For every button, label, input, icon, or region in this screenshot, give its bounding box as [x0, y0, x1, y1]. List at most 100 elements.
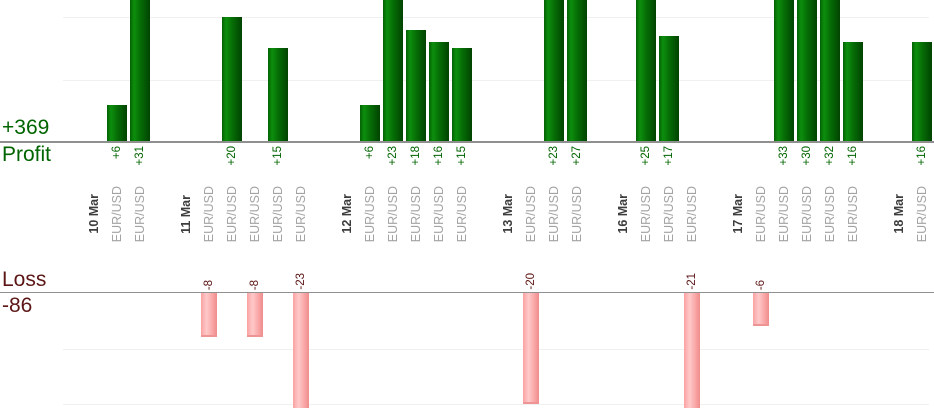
- symbol-label-text: EUR/USD: [661, 185, 676, 243]
- value-text: -6: [754, 279, 767, 290]
- profit-bar: [566, 0, 587, 142]
- value-text: +17: [662, 146, 675, 166]
- loss-bar: [683, 293, 700, 408]
- date-label: 13 Mar: [499, 180, 517, 248]
- date-label-text: 12 Mar: [339, 194, 354, 234]
- profit-plot-area: [0, 0, 934, 142]
- symbol-label-text: EUR/USD: [454, 185, 469, 243]
- symbol-label: EUR/USD: [660, 180, 678, 248]
- value-text: +15: [455, 146, 468, 166]
- value-text: +6: [363, 146, 376, 160]
- profit-value-label: +32: [822, 146, 838, 166]
- symbol-label: EUR/USD: [223, 180, 241, 248]
- symbol-label-text: EUR/USD: [385, 185, 400, 243]
- value-text: +18: [409, 146, 422, 166]
- profit-value-label: +23: [385, 146, 401, 166]
- symbol-label-text: EUR/USD: [109, 185, 124, 243]
- loss-value-label: -21: [684, 273, 700, 290]
- profit-value-label: +31: [132, 146, 148, 166]
- value-text: +25: [639, 146, 652, 166]
- value-text: +31: [133, 146, 146, 166]
- date-label-text: 17 Mar: [730, 194, 745, 234]
- symbol-label: EUR/USD: [913, 180, 931, 248]
- profit-value-label: +6: [109, 146, 125, 159]
- symbol-label-text: EUR/USD: [224, 185, 239, 243]
- loss-plot-area: [0, 293, 934, 408]
- date-label-text: 10 Mar: [86, 194, 101, 234]
- symbol-label: EUR/USD: [844, 180, 862, 248]
- profit-bar: [267, 48, 288, 142]
- symbol-label: EUR/USD: [292, 180, 310, 248]
- symbol-label-text: EUR/USD: [362, 185, 377, 243]
- symbol-label-text: EUR/USD: [776, 185, 791, 243]
- symbol-label: EUR/USD: [752, 180, 770, 248]
- symbol-label: EUR/USD: [384, 180, 402, 248]
- symbol-label: EUR/USD: [430, 180, 448, 248]
- date-label-text: 16 Mar: [615, 194, 630, 234]
- symbol-label-text: EUR/USD: [270, 185, 285, 243]
- loss-bar: [246, 293, 263, 338]
- value-text: +27: [570, 146, 583, 166]
- profit-bar: [773, 0, 794, 142]
- symbol-label-text: EUR/USD: [822, 185, 837, 243]
- profit-bar: [911, 42, 932, 142]
- profit-bar: [405, 29, 426, 142]
- loss-axis-caption: Loss: [2, 268, 47, 291]
- value-text: +16: [432, 146, 445, 166]
- profit-bar: [428, 42, 449, 142]
- loss-bar: [292, 293, 309, 408]
- profit-gridline: [63, 17, 929, 18]
- symbol-label-text: EUR/USD: [753, 185, 768, 243]
- symbol-label-text: EUR/USD: [201, 185, 216, 243]
- value-text: +33: [777, 146, 790, 166]
- symbol-label-text: EUR/USD: [408, 185, 423, 243]
- loss-value-label: -6: [753, 280, 769, 290]
- profit-bar: [221, 17, 242, 142]
- value-text: +23: [547, 146, 560, 166]
- symbol-label-text: EUR/USD: [569, 185, 584, 243]
- profit-value-label: +25: [638, 146, 654, 166]
- profit-value-label: +15: [454, 146, 470, 166]
- value-text: +23: [386, 146, 399, 166]
- symbol-label-text: EUR/USD: [431, 185, 446, 243]
- profit-value-label: +33: [776, 146, 792, 166]
- profit-value-label: +16: [845, 146, 861, 166]
- date-label-text: 11 Mar: [178, 194, 193, 234]
- loss-axis-line: [0, 291, 934, 293]
- symbol-label: EUR/USD: [568, 180, 586, 248]
- symbol-label: EUR/USD: [683, 180, 701, 248]
- date-label: 18 Mar: [890, 180, 908, 248]
- profit-gridline: [63, 79, 929, 81]
- value-text: -8: [248, 279, 261, 290]
- symbol-label: EUR/USD: [361, 180, 379, 248]
- symbol-label-text: EUR/USD: [293, 185, 308, 243]
- symbol-label: EUR/USD: [108, 180, 126, 248]
- date-label: 17 Mar: [729, 180, 747, 248]
- symbol-label-text: EUR/USD: [638, 185, 653, 243]
- date-label: 12 Mar: [338, 180, 356, 248]
- symbol-label: EUR/USD: [821, 180, 839, 248]
- profit-value-label: +18: [408, 146, 424, 166]
- symbol-label-text: EUR/USD: [132, 185, 147, 243]
- profit-bar: [382, 0, 403, 142]
- profit-bar: [819, 0, 840, 142]
- value-text: -21: [685, 273, 698, 290]
- symbol-label: EUR/USD: [131, 180, 149, 248]
- profit-value-label: +16: [914, 146, 930, 166]
- loss-bar: [200, 293, 217, 338]
- loss-value-label: -8: [201, 280, 217, 290]
- value-text: +20: [225, 146, 238, 166]
- profit-bar: [635, 0, 656, 142]
- value-text: +30: [800, 146, 813, 166]
- value-text: -23: [294, 273, 307, 290]
- profit-value-label: +23: [546, 146, 562, 166]
- profit-bar: [658, 35, 679, 142]
- symbol-label: EUR/USD: [200, 180, 218, 248]
- symbol-label: EUR/USD: [798, 180, 816, 248]
- profit-bar: [359, 104, 380, 142]
- profit-bar: [543, 0, 564, 142]
- loss-bar: [752, 293, 769, 327]
- symbol-label: EUR/USD: [637, 180, 655, 248]
- symbol-label-text: EUR/USD: [684, 185, 699, 243]
